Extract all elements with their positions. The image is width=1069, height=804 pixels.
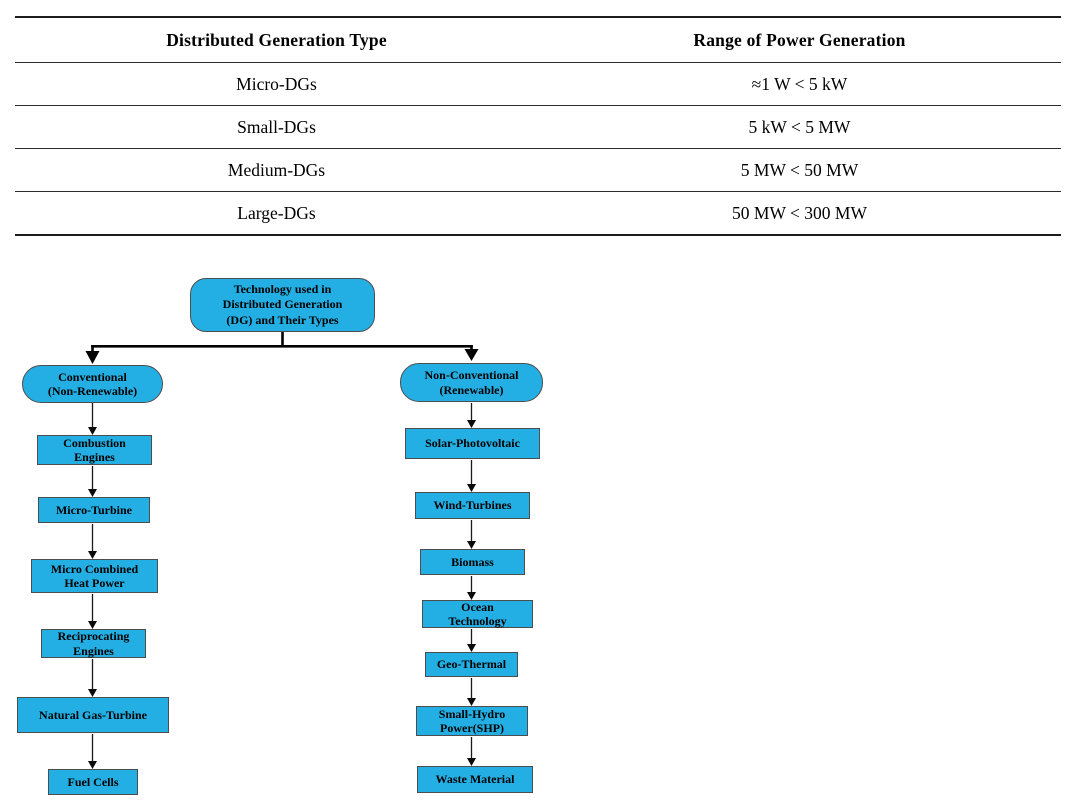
cell-power-range: ≈1 W < 5 kW (538, 62, 1061, 106)
cell-power-range: 5 kW < 5 MW (538, 105, 1061, 149)
node-ocean-technology: Ocean Technology (422, 600, 533, 628)
arrowhead (88, 427, 97, 435)
node-natural-gas-turbine: Natural Gas-Turbine (17, 697, 169, 733)
arrowhead (88, 689, 97, 697)
table-row: Large-DGs 50 MW < 300 MW (15, 192, 1061, 236)
node-biomass: Biomass (420, 549, 525, 575)
table-row: Small-DGs 5 kW < 5 MW (15, 105, 1061, 149)
arrowhead (88, 489, 97, 497)
table-row: Medium-DGs 5 MW < 50 MW (15, 148, 1061, 192)
node-root: Technology used in Distributed Generatio… (190, 278, 375, 332)
arrowhead (467, 541, 476, 549)
arrowhead (88, 621, 97, 629)
node-non-conventional: Non-Conventional (Renewable) (400, 363, 543, 402)
node-micro-combined-heat-power: Micro Combined Heat Power (31, 559, 158, 593)
table-header-row: Distributed Generation Type Range of Pow… (15, 17, 1061, 63)
node-reciprocating-engines: Reciprocating Engines (41, 629, 146, 658)
table-row: Micro-DGs ≈1 W < 5 kW (15, 62, 1061, 106)
cell-dg-type: Small-DGs (15, 105, 538, 149)
arrowhead (88, 761, 97, 769)
arrowhead (467, 644, 476, 652)
table-header-type: Distributed Generation Type (15, 17, 538, 63)
cell-dg-type: Medium-DGs (15, 148, 538, 192)
dg-table: Distributed Generation Type Range of Pow… (15, 16, 1061, 236)
node-conventional: Conventional (Non-Renewable) (22, 365, 163, 403)
node-solar-photovoltaic: Solar-Photovoltaic (405, 428, 540, 459)
node-small-hydro-power: Small-Hydro Power(SHP) (416, 706, 528, 736)
node-fuel-cells: Fuel Cells (48, 769, 138, 795)
arrowhead (88, 551, 97, 559)
arrowhead (467, 698, 476, 706)
node-waste-material: Waste Material (417, 766, 533, 793)
node-combustion-engines: Combustion Engines (37, 435, 152, 465)
arrowhead (464, 349, 479, 361)
cell-power-range: 50 MW < 300 MW (732, 202, 867, 223)
arrowhead (467, 758, 476, 766)
arrowhead (467, 484, 476, 492)
node-wind-turbines: Wind-Turbines (415, 492, 530, 519)
cell-power-range: 5 MW < 50 MW (538, 148, 1061, 192)
table-header-range: Range of Power Generation (538, 17, 1061, 63)
arrowhead (85, 351, 100, 364)
node-geo-thermal: Geo-Thermal (425, 652, 518, 677)
cell-dg-type: Micro-DGs (15, 62, 538, 106)
arrowhead (467, 420, 476, 428)
cell-dg-type: Large-DGs (237, 202, 316, 223)
node-micro-turbine: Micro-Turbine (38, 497, 150, 523)
